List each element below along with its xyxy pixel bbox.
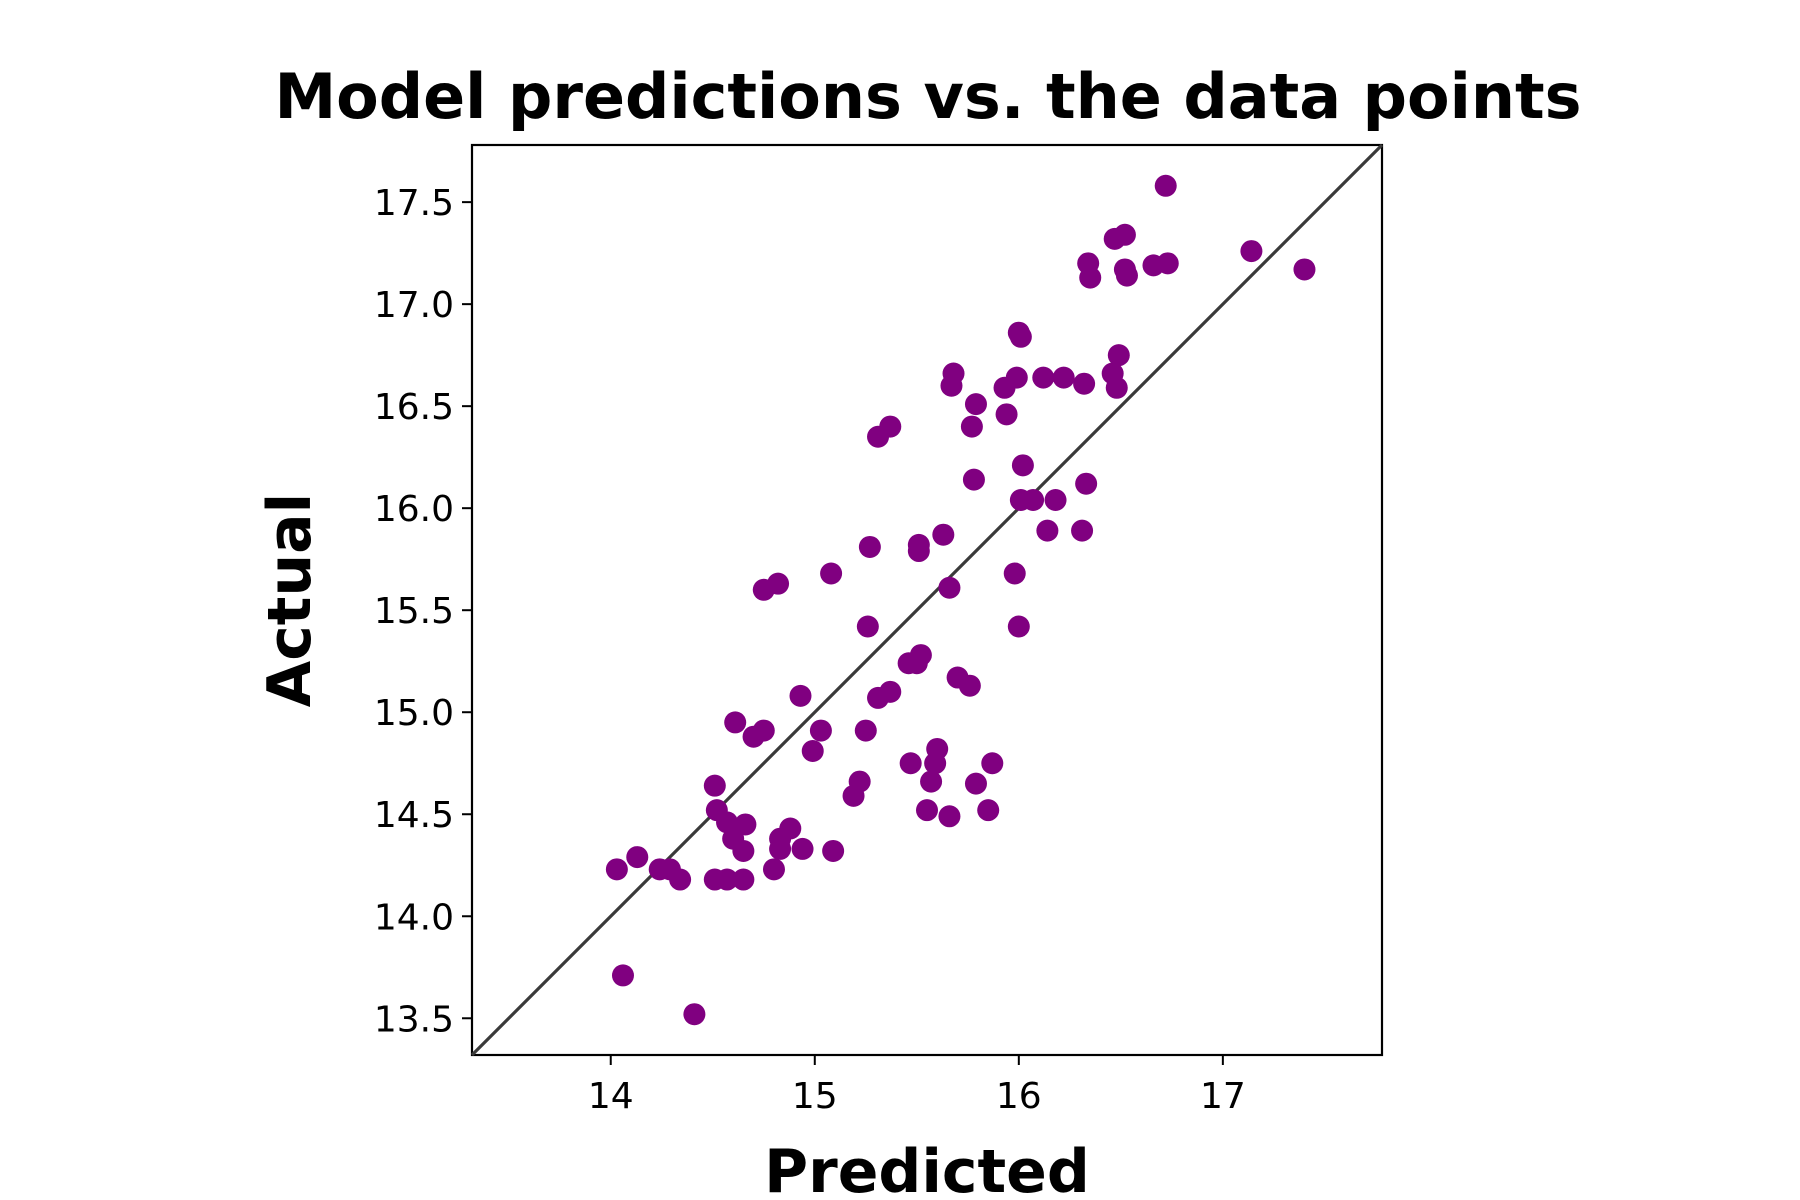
data-point (626, 846, 649, 869)
data-point (683, 1003, 706, 1026)
data-point (789, 684, 812, 707)
data-point (724, 711, 747, 734)
data-point (1105, 376, 1128, 399)
data-point (1007, 615, 1030, 638)
y-tick-label: 15.5 (374, 591, 454, 632)
data-point (791, 837, 814, 860)
data-point (1156, 252, 1179, 275)
data-point (703, 774, 726, 797)
data-point (1032, 366, 1055, 389)
data-point (716, 868, 739, 891)
identity-line (470, 143, 1384, 1057)
data-point (964, 772, 987, 795)
data-point (916, 799, 938, 822)
data-point (854, 719, 877, 742)
x-tick-label: 16 (996, 1076, 1042, 1117)
y-tick-label: 16.0 (374, 489, 454, 530)
y-axis-label: Actual (255, 493, 325, 707)
x-axis-label: Predicted (764, 1137, 1090, 1200)
data-point (779, 817, 802, 840)
data-point (856, 615, 879, 638)
data-point (909, 644, 932, 667)
x-tick-label: 17 (1200, 1076, 1246, 1117)
data-point (920, 770, 943, 793)
data-point (1022, 489, 1045, 512)
plot-frame (470, 143, 1384, 1057)
data-point (1073, 372, 1096, 395)
data-point (1075, 472, 1098, 495)
points-layer (605, 174, 1316, 1026)
chart-title: Model predictions vs. the data points (274, 60, 1581, 133)
data-point (752, 719, 775, 742)
data-point (1003, 562, 1026, 585)
plot-area (470, 143, 1384, 1057)
y-tick-label: 14.0 (374, 897, 454, 938)
data-point (732, 868, 755, 891)
data-point (1293, 258, 1316, 281)
data-point (1107, 344, 1130, 367)
data-point (1079, 266, 1102, 289)
x-axis-ticks: 14 15 16 17 (588, 1055, 1246, 1117)
data-point (942, 362, 965, 385)
data-point (964, 393, 987, 416)
data-point (926, 737, 949, 760)
y-tick-label: 17.0 (374, 285, 454, 326)
data-point (907, 540, 930, 563)
data-point (848, 770, 871, 793)
data-point (879, 680, 902, 703)
x-tick-label: 14 (588, 1076, 634, 1117)
reference-line-layer (470, 143, 1384, 1057)
data-point (1154, 174, 1177, 197)
data-point (899, 752, 922, 775)
data-point (809, 719, 832, 742)
data-point (1044, 489, 1067, 512)
data-point (1011, 454, 1034, 477)
data-point (879, 415, 902, 438)
data-point (1240, 240, 1263, 263)
data-point (1036, 519, 1059, 542)
data-point (858, 535, 881, 558)
data-point (938, 576, 961, 599)
y-tick-label: 15.0 (374, 693, 454, 734)
data-point (1052, 366, 1075, 389)
data-point (962, 468, 985, 491)
data-point (801, 739, 824, 762)
y-tick-label: 16.5 (374, 387, 454, 428)
y-tick-label: 17.5 (374, 183, 454, 224)
data-point (1005, 366, 1028, 389)
data-point (981, 752, 1004, 775)
data-point (734, 813, 757, 836)
data-point (958, 674, 981, 697)
data-point (732, 839, 755, 862)
data-point (977, 799, 1000, 822)
y-tick-label: 14.5 (374, 795, 454, 836)
data-point (669, 868, 692, 891)
data-point (938, 805, 961, 828)
y-axis-ticks: 13.5 14.0 14.5 15.0 15.5 16.0 16.5 17.0 17.5 (374, 183, 472, 1040)
data-point (769, 837, 792, 860)
data-point (605, 858, 628, 881)
y-tick-label: 13.5 (374, 999, 454, 1040)
data-point (1071, 519, 1094, 542)
data-point (960, 415, 983, 438)
data-point (822, 839, 845, 862)
data-point (762, 858, 785, 881)
x-tick-label: 15 (792, 1076, 838, 1117)
data-point (1009, 325, 1032, 348)
data-point (1115, 264, 1138, 287)
data-point (932, 523, 955, 546)
data-point (1113, 223, 1136, 246)
data-point (611, 964, 634, 987)
data-point (767, 572, 790, 595)
data-point (995, 403, 1018, 426)
data-point (820, 562, 843, 585)
